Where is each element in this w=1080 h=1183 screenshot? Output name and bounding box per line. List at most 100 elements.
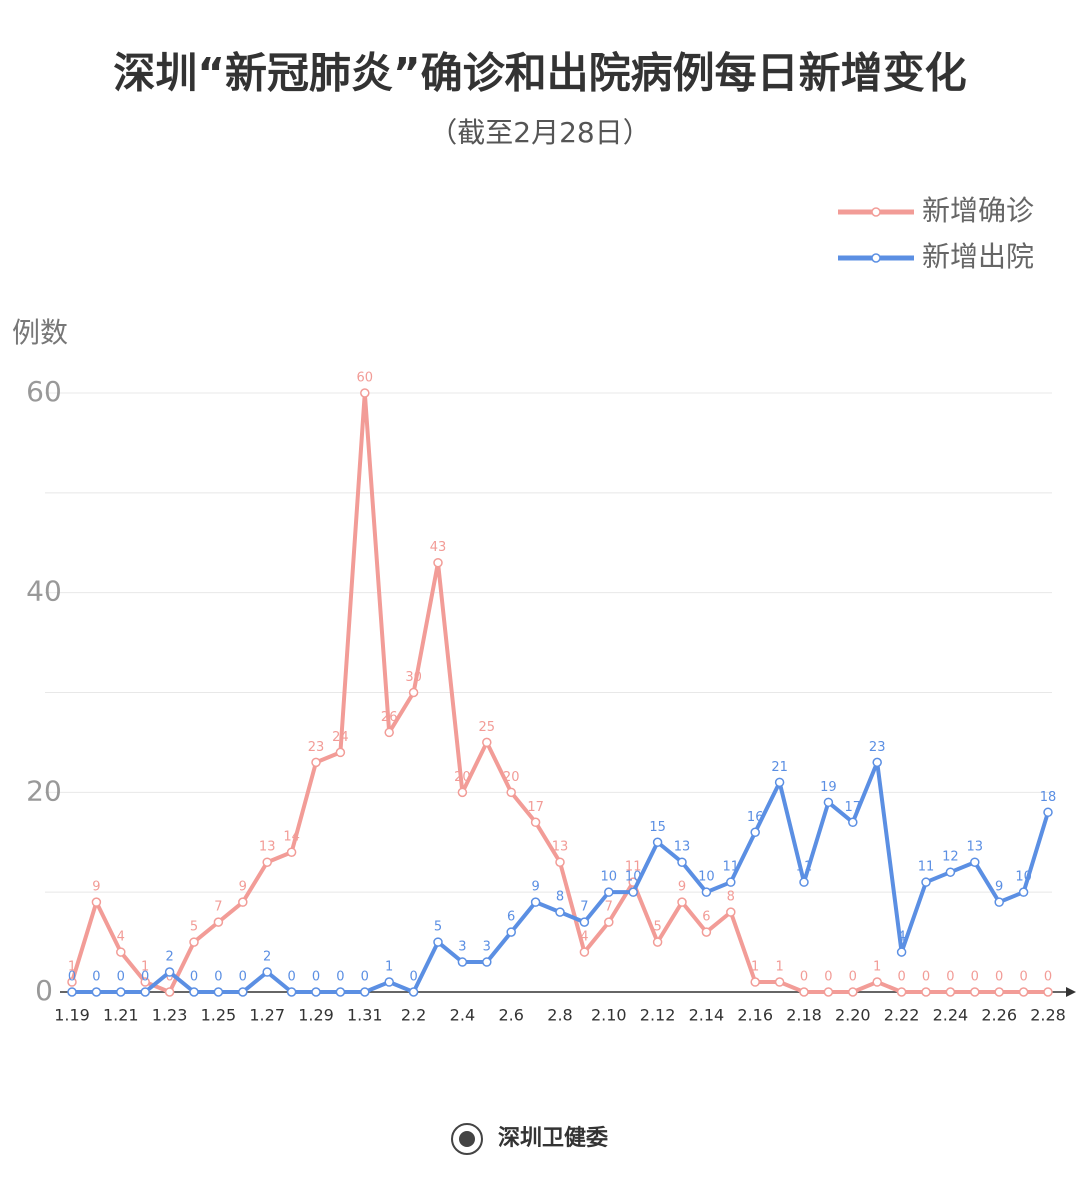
data-point: [360, 388, 370, 398]
data-point: [1043, 807, 1053, 818]
data-label: 9: [678, 880, 686, 895]
data-label: 0: [1044, 970, 1052, 985]
x-tick-label: 2.10: [591, 1006, 627, 1025]
x-tick-label: 2.16: [737, 1006, 773, 1025]
data-label: 19: [820, 780, 837, 795]
data-label: 9: [995, 880, 1003, 895]
data-label: 7: [605, 900, 613, 915]
data-label: 1: [141, 960, 149, 975]
data-label: 13: [967, 840, 984, 855]
data-label: 30: [405, 670, 422, 685]
data-point: [896, 987, 907, 997]
data-point: [848, 817, 858, 828]
data-label: 0: [312, 970, 320, 985]
x-tick-label: 2.18: [786, 1006, 822, 1025]
data-label: 15: [649, 820, 666, 835]
data-point: [67, 987, 77, 997]
data-label: 7: [580, 900, 588, 915]
data-point: [994, 987, 1004, 997]
data-label: 10: [625, 870, 642, 885]
data-point: [726, 907, 736, 917]
data-label: 10: [1015, 870, 1032, 885]
data-label: 1: [68, 960, 76, 975]
data-label: 1: [751, 960, 759, 975]
data-label: 11: [723, 860, 740, 875]
legend-marker: [871, 253, 881, 263]
x-tick-label: 1.27: [249, 1006, 285, 1025]
data-label: 21: [771, 760, 788, 775]
data-point: [1018, 987, 1029, 997]
data-label: 0: [897, 970, 905, 985]
chart-title: 深圳“新冠肺炎”确诊和出院病例每日新增变化: [113, 49, 966, 98]
data-label: 1: [385, 960, 393, 975]
data-point: [116, 947, 126, 957]
x-tick-label: 2.4: [450, 1006, 475, 1025]
data-label: 0: [922, 970, 930, 985]
data-label: 26: [381, 710, 398, 725]
data-point: [604, 917, 614, 927]
x-tick-label: 2.6: [498, 1006, 523, 1025]
data-point: [726, 877, 736, 887]
x-tick-label: 2.2: [401, 1006, 426, 1025]
data-label: 6: [702, 910, 710, 925]
data-point: [945, 987, 956, 997]
data-point: [91, 897, 102, 907]
data-label: 1: [873, 960, 881, 975]
data-point: [506, 927, 516, 937]
data-point: [457, 957, 468, 967]
data-point: [433, 937, 443, 947]
x-tick-label: 1.21: [103, 1006, 139, 1025]
x-tick-label: 1.25: [201, 1006, 237, 1025]
data-label: 25: [479, 720, 496, 735]
data-point: [164, 987, 175, 997]
data-point: [701, 887, 712, 897]
data-label: 1: [775, 960, 783, 975]
data-label: 9: [92, 880, 100, 895]
data-point: [311, 757, 321, 768]
data-point: [384, 977, 394, 987]
data-point: [872, 757, 882, 768]
data-point: [262, 967, 272, 977]
data-point: [677, 857, 687, 867]
data-point: [970, 987, 980, 997]
data-point: [579, 917, 590, 927]
data-label: 4: [117, 930, 125, 945]
source: 深圳卫健委: [498, 1125, 608, 1151]
data-point: [579, 947, 590, 957]
data-point: [238, 987, 248, 997]
data-point: [555, 857, 565, 867]
data-label: 12: [942, 850, 959, 865]
y-tick-label: 60: [26, 375, 62, 408]
x-tick-label: 1.31: [347, 1006, 383, 1025]
y-tick-label: 40: [26, 575, 62, 608]
data-point: [213, 917, 224, 927]
source-logo: [451, 1123, 483, 1155]
data-label: 7: [214, 900, 222, 915]
data-point: [555, 907, 565, 917]
data-label: 13: [552, 840, 569, 855]
chart-subtitle: （截至2月28日）: [429, 116, 650, 149]
data-point: [67, 977, 77, 987]
logo-core: [459, 1131, 475, 1147]
data-label: 0: [849, 970, 857, 985]
data-label: 3: [483, 940, 491, 955]
data-label: 0: [239, 970, 247, 985]
data-point: [360, 987, 370, 997]
data-label: 10: [601, 870, 618, 885]
data-point: [848, 987, 858, 997]
data-label: 0: [946, 970, 954, 985]
legend-label: 新增出院: [922, 240, 1034, 273]
y-tick-label: 20: [26, 774, 62, 807]
data-point: [970, 857, 980, 867]
data-point: [408, 687, 419, 698]
data-label: 13: [259, 840, 276, 855]
data-label: 14: [283, 830, 300, 845]
data-label: 17: [845, 800, 862, 815]
data-label: 0: [800, 970, 808, 985]
data-label: 24: [332, 730, 349, 745]
data-point: [116, 987, 126, 997]
data-label: 0: [971, 970, 979, 985]
data-point: [506, 787, 516, 798]
x-tick-label: 1.19: [54, 1006, 90, 1025]
data-label: 0: [361, 970, 369, 985]
